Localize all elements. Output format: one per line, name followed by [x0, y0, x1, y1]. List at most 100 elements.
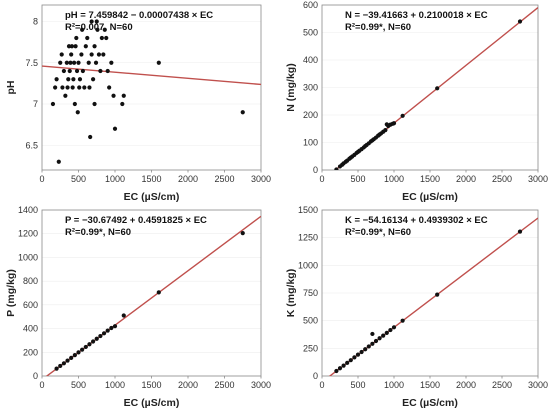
ph-y-tick-label: 8	[33, 17, 38, 27]
ph-data-point	[93, 60, 99, 65]
ph-data-point	[104, 35, 109, 41]
k-y-tick-label: 750	[303, 288, 318, 298]
potassium-vs-ec-panel: 0 250 500 750 1000 1250 1500 0 500 1000 1500 2000 25…	[285, 205, 548, 409]
ph-data-point	[56, 159, 61, 164]
ph-data-point	[95, 27, 100, 32]
p-data-point	[105, 328, 110, 333]
k-data-point	[359, 349, 364, 355]
ph-x-tick-label: 1500	[141, 174, 161, 184]
n-x-tick-label: 1500	[420, 174, 440, 184]
ph-data-point	[98, 68, 103, 74]
ph-data-point	[99, 35, 104, 41]
ph-data-point	[111, 93, 116, 98]
k-data-point	[373, 338, 379, 344]
k-data-point	[352, 355, 357, 360]
p-y-tick-label: 0	[33, 371, 38, 381]
n-annotation-line: N = −39.41663 + 0.2100018 × EC	[345, 10, 488, 21]
ph-data-point	[59, 52, 64, 57]
n-y-tick-label: 600	[303, 0, 318, 10]
n-y-tick-label: 0	[313, 165, 318, 175]
ph-y-tick-label: 7	[33, 99, 38, 109]
n-data-point	[334, 167, 339, 170]
k-y-tick-label: 500	[303, 316, 318, 326]
ph-data-point	[70, 85, 75, 90]
n-x-tick-label: 0	[319, 174, 324, 184]
p-annotation-line: R²=0.99*, N=60	[65, 227, 131, 238]
ph-annotation-line: R²=0.007, N=60	[65, 22, 133, 33]
p-data-point	[109, 325, 114, 331]
n-plot-frame	[321, 4, 539, 171]
k-x-tick-label: 500	[350, 380, 365, 390]
ph-data-point	[54, 77, 59, 82]
p-y-tick-label: 1000	[18, 252, 38, 262]
p-x-axis-label: EC (µS/cm)	[124, 397, 180, 409]
ph-data-point	[72, 101, 77, 107]
p-data-point	[91, 339, 96, 344]
n-y-tick-label: 200	[303, 110, 318, 120]
ph-data-point	[80, 27, 85, 32]
ph-data-point	[83, 44, 88, 49]
n-data-point	[517, 19, 523, 24]
ph-data-point	[76, 60, 81, 65]
k-annotation-line: K = −54.16134 + 0.4939302 × EC	[345, 215, 488, 226]
k-y-tick-label: 1000	[298, 260, 318, 270]
p-data-point	[83, 344, 88, 350]
k-data-point	[384, 330, 389, 335]
ph-x-axis-label: EC (µS/cm)	[124, 191, 180, 203]
k-x-tick-label: 2500	[492, 380, 512, 390]
k-data-point	[400, 318, 405, 323]
ph-data-point	[91, 77, 96, 82]
ph-data-point	[63, 93, 68, 98]
ph-x-tick-label: 2000	[178, 174, 198, 184]
p-y-tick-label: 800	[23, 276, 38, 286]
n-x-axis-label: EC (µS/cm)	[402, 191, 458, 203]
ph-annotation-line: pH = 7.459842 − 0.00007438 × EC	[65, 10, 213, 21]
ph-data-point	[64, 60, 69, 65]
p-data-point	[87, 342, 92, 347]
k-data-point	[348, 358, 353, 363]
ph-data-point	[73, 44, 78, 49]
k-data-point	[391, 325, 397, 330]
p-plot-frame	[41, 209, 262, 377]
n-y-tick-label: 500	[303, 28, 318, 38]
k-x-tick-label: 0	[319, 380, 324, 390]
n-x-tick-label: 1000	[384, 174, 404, 184]
n-x-tick-label: 3000	[528, 174, 548, 184]
ph-data-point	[89, 52, 94, 57]
p-y-tick-label: 1200	[18, 229, 38, 239]
k-data-point	[345, 360, 350, 365]
ph-data-point	[66, 44, 72, 49]
p-data-point	[65, 358, 70, 363]
n-annotation-line: R²=0.99*, N=60	[345, 22, 411, 33]
p-annotation-line: P = −30.67492 + 0.4591825 × EC	[65, 215, 207, 226]
ph-x-tick-label: 3000	[251, 174, 271, 184]
n-data-point	[435, 86, 440, 91]
p-x-tick-label: 2500	[214, 380, 234, 390]
p-y-tick-label: 600	[23, 300, 38, 310]
ph-data-point	[105, 68, 110, 74]
ph-plot-frame	[41, 4, 262, 171]
phosphorus-vs-ec-panel: 0 200 400 600 800 1000 1200 1400 0 500 1000 1500 200…	[5, 205, 271, 409]
p-data-point	[58, 363, 63, 369]
p-data-point	[69, 355, 74, 360]
k-data-point	[355, 352, 361, 357]
n-data-point	[391, 121, 397, 126]
k-data-point	[388, 327, 393, 333]
k-y-tick-label: 250	[303, 343, 318, 353]
ph-x-tick-label: 2500	[214, 174, 234, 184]
ph-data-point	[60, 85, 65, 90]
p-x-tick-label: 2000	[178, 380, 198, 390]
p-x-tick-label: 3000	[251, 380, 271, 390]
ph-data-point	[74, 68, 80, 74]
ph-data-point	[92, 44, 97, 49]
p-data-point	[61, 361, 66, 366]
ph-data-point	[96, 52, 102, 57]
k-data-point	[370, 341, 375, 346]
ph-data-point	[72, 60, 77, 65]
ph-data-point	[107, 85, 112, 90]
n-y-tick-label: 100	[303, 138, 318, 148]
ph-data-point	[109, 60, 114, 65]
n-y-tick-label: 400	[303, 55, 318, 65]
p-data-point	[112, 324, 118, 329]
ph-data-point	[66, 77, 71, 82]
